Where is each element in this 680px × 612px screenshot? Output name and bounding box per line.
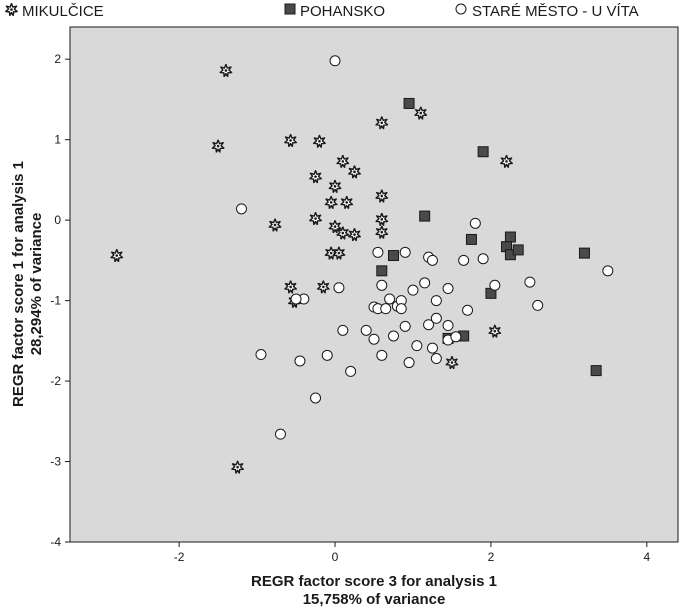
legend-item-stare-mesto: STARÉ MĚSTO - U VÍTA <box>455 3 639 20</box>
point-stare-mesto <box>321 349 333 361</box>
point-stare-mesto <box>387 330 399 342</box>
point-stare-mesto <box>329 55 341 67</box>
point-stare-mesto <box>411 340 423 352</box>
point-stare-mesto <box>477 253 489 265</box>
point-stare-mesto <box>372 246 384 258</box>
point-stare-mesto <box>469 217 481 229</box>
point-stare-mesto <box>430 353 442 365</box>
x-tick-label: 0 <box>332 550 339 564</box>
x-axis-subtitle: 15,758% of variance <box>303 591 446 608</box>
point-stare-mesto <box>395 303 407 315</box>
legend: MIKULČICE POHANSKO STARÉ MĚSTO - U VÍTA <box>5 3 639 20</box>
point-pohansko <box>477 146 489 158</box>
point-stare-mesto <box>403 357 415 369</box>
point-stare-mesto <box>462 304 474 316</box>
x-tick-label: -2 <box>174 550 185 564</box>
x-tick-label: 2 <box>488 550 495 564</box>
y-axis-subtitle: 28,294% of variance <box>28 213 45 356</box>
point-pohansko <box>419 210 431 222</box>
point-stare-mesto <box>419 277 431 289</box>
point-stare-mesto <box>450 331 462 343</box>
legend-label-mikulcice: MIKULČICE <box>22 3 104 20</box>
point-pohansko <box>590 365 602 377</box>
legend-item-pohansko: POHANSKO <box>284 3 385 20</box>
point-stare-mesto <box>602 265 614 277</box>
data-points <box>110 55 614 474</box>
point-stare-mesto <box>345 365 357 377</box>
point-stare-mesto <box>360 324 372 336</box>
point-stare-mesto <box>430 295 442 307</box>
point-stare-mesto <box>524 276 536 288</box>
axis-ticks: -2 0 2 4 2 1 0 -1 -2 -3 -4 <box>50 52 650 564</box>
x-tick-label: 4 <box>643 550 650 564</box>
star-marker-icon <box>5 3 18 16</box>
y-tick-label: 1 <box>54 133 61 147</box>
point-stare-mesto <box>399 246 411 258</box>
point-stare-mesto <box>442 320 454 332</box>
point-stare-mesto <box>426 254 438 266</box>
point-stare-mesto <box>426 342 438 354</box>
point-stare-mesto <box>376 279 388 291</box>
point-stare-mesto <box>423 319 435 331</box>
point-stare-mesto <box>458 254 470 266</box>
legend-label-pohansko: POHANSKO <box>300 3 385 20</box>
y-tick-label: 2 <box>54 52 61 66</box>
point-stare-mesto <box>442 283 454 295</box>
point-stare-mesto <box>380 303 392 315</box>
y-axis-title: REGR factor score 1 for analysis 1 <box>10 161 27 407</box>
legend-item-mikulcice: MIKULČICE <box>5 3 104 20</box>
point-stare-mesto <box>384 293 396 305</box>
point-pohansko <box>403 97 415 109</box>
y-tick-label: 0 <box>54 213 61 227</box>
plot-area <box>69 26 679 543</box>
point-stare-mesto <box>235 203 247 215</box>
x-axis-title: REGR factor score 3 for analysis 1 <box>251 573 497 590</box>
point-stare-mesto <box>274 428 286 440</box>
point-stare-mesto <box>310 392 322 404</box>
point-pohansko <box>465 233 477 245</box>
point-stare-mesto <box>290 293 302 305</box>
point-pohansko <box>504 231 516 243</box>
y-tick-label: -3 <box>50 455 61 469</box>
point-stare-mesto <box>368 333 380 345</box>
point-pohansko <box>387 250 399 262</box>
point-pohansko <box>578 247 590 259</box>
legend-label-stare-mesto: STARÉ MĚSTO - U VÍTA <box>472 3 639 20</box>
point-stare-mesto <box>489 279 501 291</box>
point-stare-mesto <box>407 284 419 296</box>
point-stare-mesto <box>430 312 442 324</box>
point-pohansko <box>512 244 524 256</box>
point-stare-mesto <box>399 320 411 332</box>
circle-marker-icon <box>455 3 467 15</box>
point-stare-mesto <box>255 349 267 361</box>
point-stare-mesto <box>294 355 306 367</box>
square-marker-icon <box>284 3 296 15</box>
point-stare-mesto <box>376 349 388 361</box>
y-tick-label: -2 <box>50 374 61 388</box>
point-pohansko <box>376 265 388 277</box>
point-stare-mesto <box>337 324 349 336</box>
point-stare-mesto <box>333 282 345 294</box>
y-tick-label: -4 <box>50 535 61 549</box>
point-stare-mesto <box>532 299 544 311</box>
y-tick-label: -1 <box>50 294 61 308</box>
